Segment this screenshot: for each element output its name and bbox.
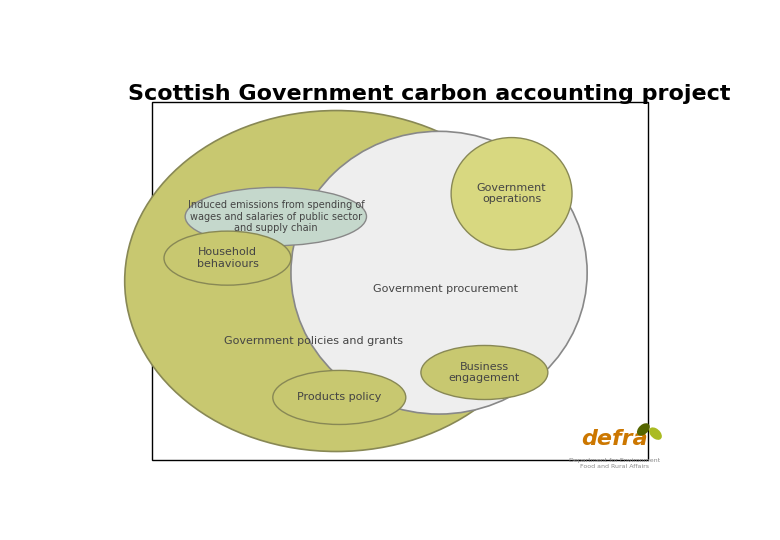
Text: Business
engagement: Business engagement <box>448 362 520 383</box>
Ellipse shape <box>451 138 572 250</box>
Ellipse shape <box>125 111 548 451</box>
Ellipse shape <box>421 346 548 400</box>
Ellipse shape <box>273 370 406 424</box>
Text: Induced emissions from spending of
wages and salaries of public sector
and suppl: Induced emissions from spending of wages… <box>187 200 364 233</box>
Text: Household
behaviours: Household behaviours <box>197 247 258 269</box>
Text: defra: defra <box>581 429 647 449</box>
Text: Scottish Government carbon accounting project: Scottish Government carbon accounting pr… <box>128 84 730 104</box>
Text: Department for Environment
Food and Rural Affairs: Department for Environment Food and Rura… <box>569 458 660 469</box>
Ellipse shape <box>637 423 650 436</box>
Ellipse shape <box>649 427 662 440</box>
FancyBboxPatch shape <box>152 102 647 460</box>
Ellipse shape <box>291 131 587 414</box>
Text: Products policy: Products policy <box>297 393 381 402</box>
Text: Government policies and grants: Government policies and grants <box>225 336 403 346</box>
Ellipse shape <box>164 231 291 285</box>
Ellipse shape <box>185 187 367 246</box>
Text: Government
operations: Government operations <box>477 183 547 205</box>
Text: Government procurement: Government procurement <box>373 285 518 294</box>
